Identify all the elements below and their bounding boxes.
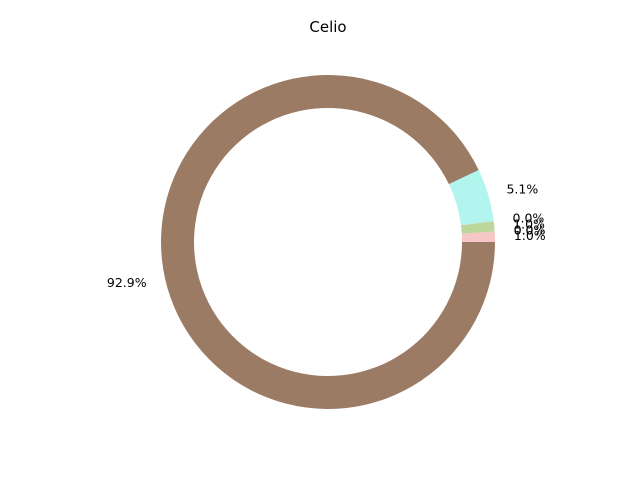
slices-group bbox=[161, 75, 496, 410]
chart-title: Celio bbox=[309, 18, 346, 36]
slice-label-1: 0.0% bbox=[514, 222, 546, 237]
slice-label-4: 0.0% bbox=[513, 211, 545, 226]
labels-group: 1.0%0.0%0.0%1.0%0.0%5.1%92.9% bbox=[107, 182, 546, 291]
slice-3 bbox=[460, 221, 495, 234]
slice-5 bbox=[448, 169, 494, 226]
slice-label-5: 5.1% bbox=[506, 182, 538, 197]
slice-label-0: 1.0% bbox=[514, 228, 546, 243]
slice-label-6: 92.9% bbox=[107, 275, 147, 290]
slice-0 bbox=[461, 231, 496, 242]
slice-label-3: 1.0% bbox=[513, 216, 545, 231]
slice-6 bbox=[161, 75, 496, 410]
slice-label-2: 0.0% bbox=[514, 222, 546, 237]
